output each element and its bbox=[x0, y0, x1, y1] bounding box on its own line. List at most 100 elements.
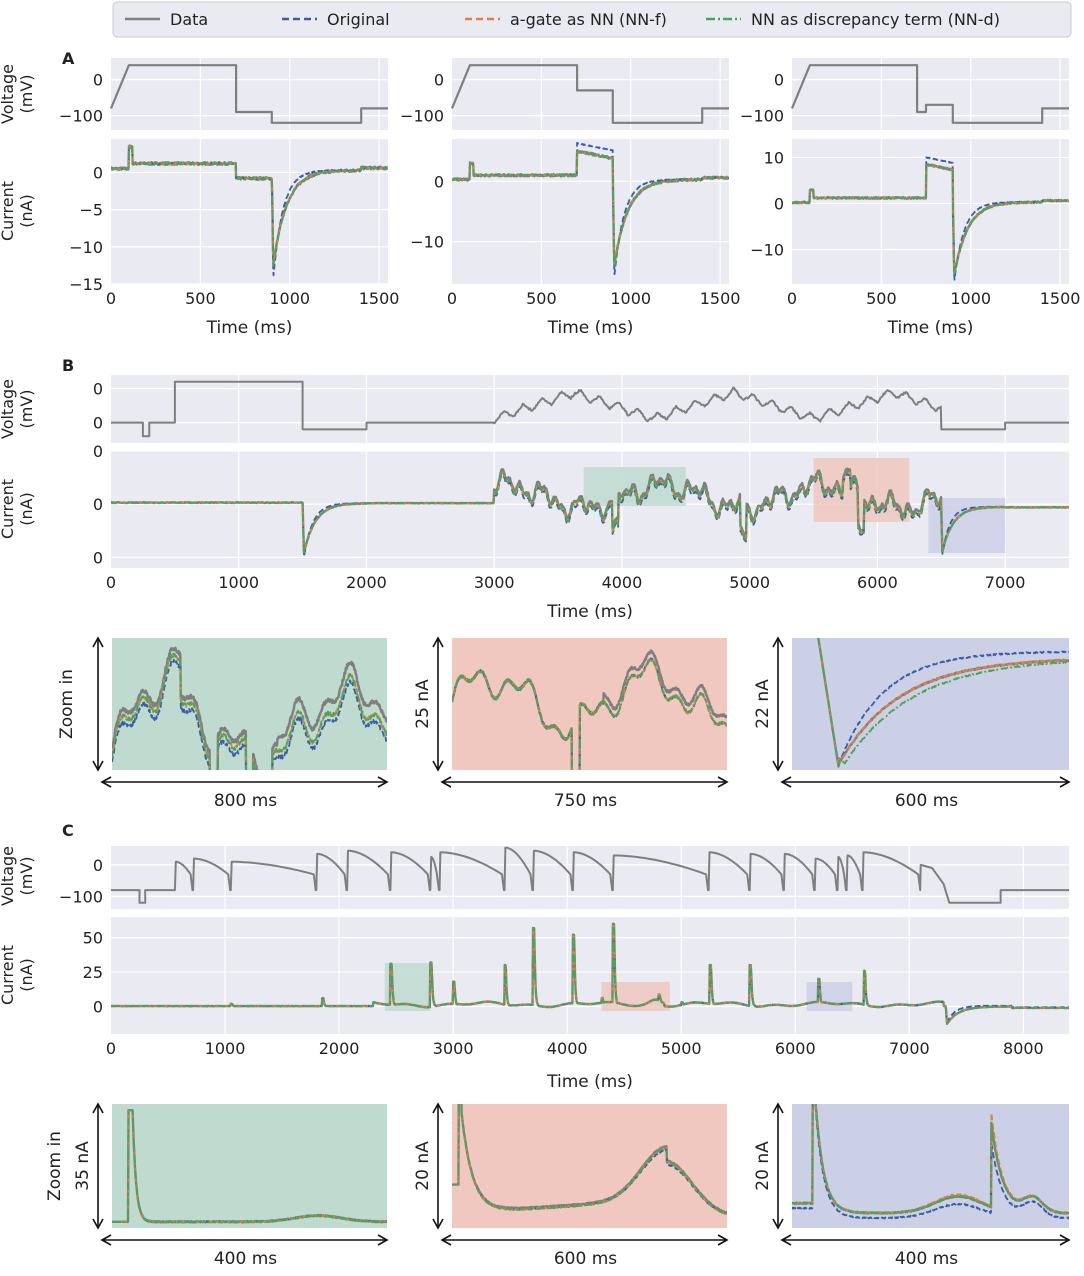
panel-b-current-ytick: 0 bbox=[93, 548, 103, 567]
panel-a-current-0-xtick: 1500 bbox=[359, 289, 400, 308]
legend-label-nnd: NN as discrepancy term (NN-d) bbox=[751, 10, 1000, 29]
panel-a-current-1-nnd-line bbox=[452, 150, 729, 267]
panel-a-current-0-xtick: 500 bbox=[185, 289, 216, 308]
panel-b-zoom-0-original-line bbox=[112, 658, 387, 770]
panel-c-voltage-ylabel: Voltage(mV) bbox=[0, 846, 36, 906]
panel-b-current-xtick: 3000 bbox=[474, 573, 515, 592]
panel-a-voltage-2-ytick: −100 bbox=[740, 107, 784, 126]
panel-a-current-ylabel-line: Current bbox=[0, 181, 17, 241]
panel-b-current-xtick: 1000 bbox=[218, 573, 259, 592]
panel-c-current-ytick: 50 bbox=[83, 929, 103, 948]
panel-a-voltage-2-ytick: 0 bbox=[774, 71, 784, 90]
panel-c-zoom-0-xarrow-head-left bbox=[100, 1234, 112, 1246]
panel-b-current-xtick: 7000 bbox=[985, 573, 1026, 592]
panel-a-current-1-xtick: 1000 bbox=[610, 289, 651, 308]
panel-c-zoom-1-xspan-label: 600 ms bbox=[554, 1249, 617, 1269]
panel-a-current-2-xtick: 1500 bbox=[1040, 289, 1081, 308]
panel-a-current-0-bg bbox=[111, 139, 388, 284]
panel-b-zoom-2-xspan-label: 600 ms bbox=[895, 791, 958, 811]
panel-c-label: C bbox=[62, 821, 74, 840]
panel-b-zoom-2-xarrow-head-right bbox=[1059, 776, 1071, 788]
panel-b-current-xtick: 6000 bbox=[857, 573, 898, 592]
panel-c-current-ylabel: Current(nA) bbox=[0, 945, 36, 1005]
panel-b-zoom-2-yarrow-head-bottom bbox=[772, 760, 784, 772]
panel-c-current-xtick: 7000 bbox=[889, 1039, 930, 1058]
panel-a-current-ylabel-line: (nA) bbox=[17, 194, 36, 228]
panel-c-current-ytick: 0 bbox=[93, 997, 103, 1016]
panel-a-current-2-ytick: −10 bbox=[750, 240, 784, 259]
panel-c-zoom-0-ylabel: Zoom in bbox=[45, 1131, 65, 1201]
panel-c-highlight-2 bbox=[806, 982, 853, 1011]
panel-c-current-xtick: 4000 bbox=[547, 1039, 588, 1058]
panel-c-zoom-0-nnd-line bbox=[112, 1109, 387, 1224]
panel-c-zoom-2-nnd-line bbox=[792, 1104, 1069, 1215]
panel-b-current-ylabel-line: (nA) bbox=[17, 492, 36, 526]
panel-c-current-bg bbox=[111, 917, 1069, 1034]
panel-c-zoom-1-yarrow-head-bottom bbox=[432, 1218, 444, 1230]
panel-c-voltage-ylabel-line: (mV) bbox=[17, 856, 36, 895]
panel-b-current-ytick: 0 bbox=[93, 442, 103, 461]
panel-b-zoom-2-xarrow-head-left bbox=[780, 776, 792, 788]
panel-b-zoom-2-yscale-label: 22 nA bbox=[753, 679, 773, 729]
panel-a-voltage-1-bg bbox=[452, 58, 729, 130]
panel-a-current-0-xtick: 0 bbox=[106, 289, 116, 308]
panel-a-current-0-ytick: −10 bbox=[69, 238, 103, 257]
panel-a-current-0-ytick: 0 bbox=[93, 163, 103, 182]
panel-c-voltage-ylabel-line: Voltage bbox=[0, 846, 17, 906]
panel-a-current-1-ytick: 0 bbox=[434, 172, 444, 191]
panel-b-zoom-0-xarrow-head-right bbox=[377, 776, 389, 788]
panel-c-zoom-2-yarrow-head-bottom bbox=[772, 1218, 784, 1230]
panel-a-voltage-1-trace bbox=[450, 64, 729, 124]
legend-label-nnf: a-gate as NN (NN-f) bbox=[510, 10, 667, 29]
panel-a-current-0-nnd-line bbox=[111, 145, 388, 267]
panel-a-current-0-xtick: 1000 bbox=[269, 289, 310, 308]
panel-b-zoom-1-yarrow-head-bottom bbox=[432, 760, 444, 772]
panel-b-voltage-bg bbox=[111, 375, 1069, 443]
panel-b-current-xtick: 5000 bbox=[729, 573, 770, 592]
panel-a-label: A bbox=[62, 49, 75, 68]
panel-b-zoom-1-nnd-line bbox=[452, 657, 727, 770]
panel-a-current-1-xtick: 0 bbox=[447, 289, 457, 308]
panel-b-voltage-trace bbox=[111, 380, 1069, 438]
panel-c-zoom-2-xspan-label: 400 ms bbox=[895, 1249, 958, 1269]
panel-a-voltage-0-trace bbox=[109, 64, 388, 124]
panel-c-xlabel: Time (ms) bbox=[546, 1072, 633, 1092]
panel-c-current-ytick: 25 bbox=[83, 963, 103, 982]
panel-b-zoom-0-ylabel: Zoom in bbox=[57, 669, 77, 739]
panel-c-current-nnf-line bbox=[111, 922, 1069, 1025]
panel-b-voltage-ytick: 0 bbox=[93, 414, 103, 433]
panel-b-zoom-2-nnd-line bbox=[817, 638, 1069, 768]
panel-c-zoom-1-yarrow-head-top bbox=[432, 1102, 444, 1114]
panel-c-current-xtick: 6000 bbox=[775, 1039, 816, 1058]
panel-b-zoom-1-xarrow-head-right bbox=[717, 776, 729, 788]
panel-c-zoom-2-yarrow-head-top bbox=[772, 1102, 784, 1114]
panel-c-zoom-0-yarrow-head-top bbox=[92, 1102, 104, 1114]
panel-a-voltage-1-ytick: −100 bbox=[400, 107, 444, 126]
panel-c-voltage-trace bbox=[111, 846, 1069, 904]
panel-c-current-xtick: 3000 bbox=[433, 1039, 474, 1058]
panel-c-zoom-1-yscale-label: 20 nA bbox=[413, 1141, 433, 1191]
panel-b-zoom-0-xarrow-head-left bbox=[100, 776, 112, 788]
panel-c-zoom-1-nnd-line bbox=[452, 1104, 727, 1215]
panel-b-zoom-0-xspan-label: 800 ms bbox=[214, 791, 277, 811]
panel-a-current-2-ytick: 0 bbox=[774, 194, 784, 213]
panel-b-zoom-2-yarrow-head-top bbox=[772, 636, 784, 648]
panel-a-voltage-ylabel: Voltage(mV) bbox=[0, 64, 36, 124]
panel-b-voltage-ylabel-line: (mV) bbox=[17, 389, 36, 428]
panel-b-current-ytick: 0 bbox=[93, 495, 103, 514]
panel-b-zoom-1-xarrow-head-left bbox=[440, 776, 452, 788]
panel-b-current-xtick: 0 bbox=[106, 573, 116, 592]
panel-a-current-0-ytick: −5 bbox=[79, 201, 103, 220]
legend: Data Original a-gate as NN (NN-f) NN as … bbox=[112, 1, 1072, 38]
panel-a-current-2-xtick: 0 bbox=[787, 289, 797, 308]
panel-b-current-ylabel-line: Current bbox=[0, 479, 17, 539]
panel-c-zoom-2-bg bbox=[792, 1104, 1069, 1228]
panel-a-current-0-ytick: −15 bbox=[69, 275, 103, 294]
panel-c-zoom-0-xarrow-head-right bbox=[377, 1234, 389, 1246]
panel-c-voltage-ytick: −100 bbox=[59, 887, 103, 906]
panel-b-current-xtick: 2000 bbox=[346, 573, 387, 592]
panel-b-xlabel: Time (ms) bbox=[546, 602, 633, 622]
panel-b-current-nnd-line bbox=[111, 471, 1069, 554]
panel-a-current-1-xtick: 1500 bbox=[700, 289, 741, 308]
